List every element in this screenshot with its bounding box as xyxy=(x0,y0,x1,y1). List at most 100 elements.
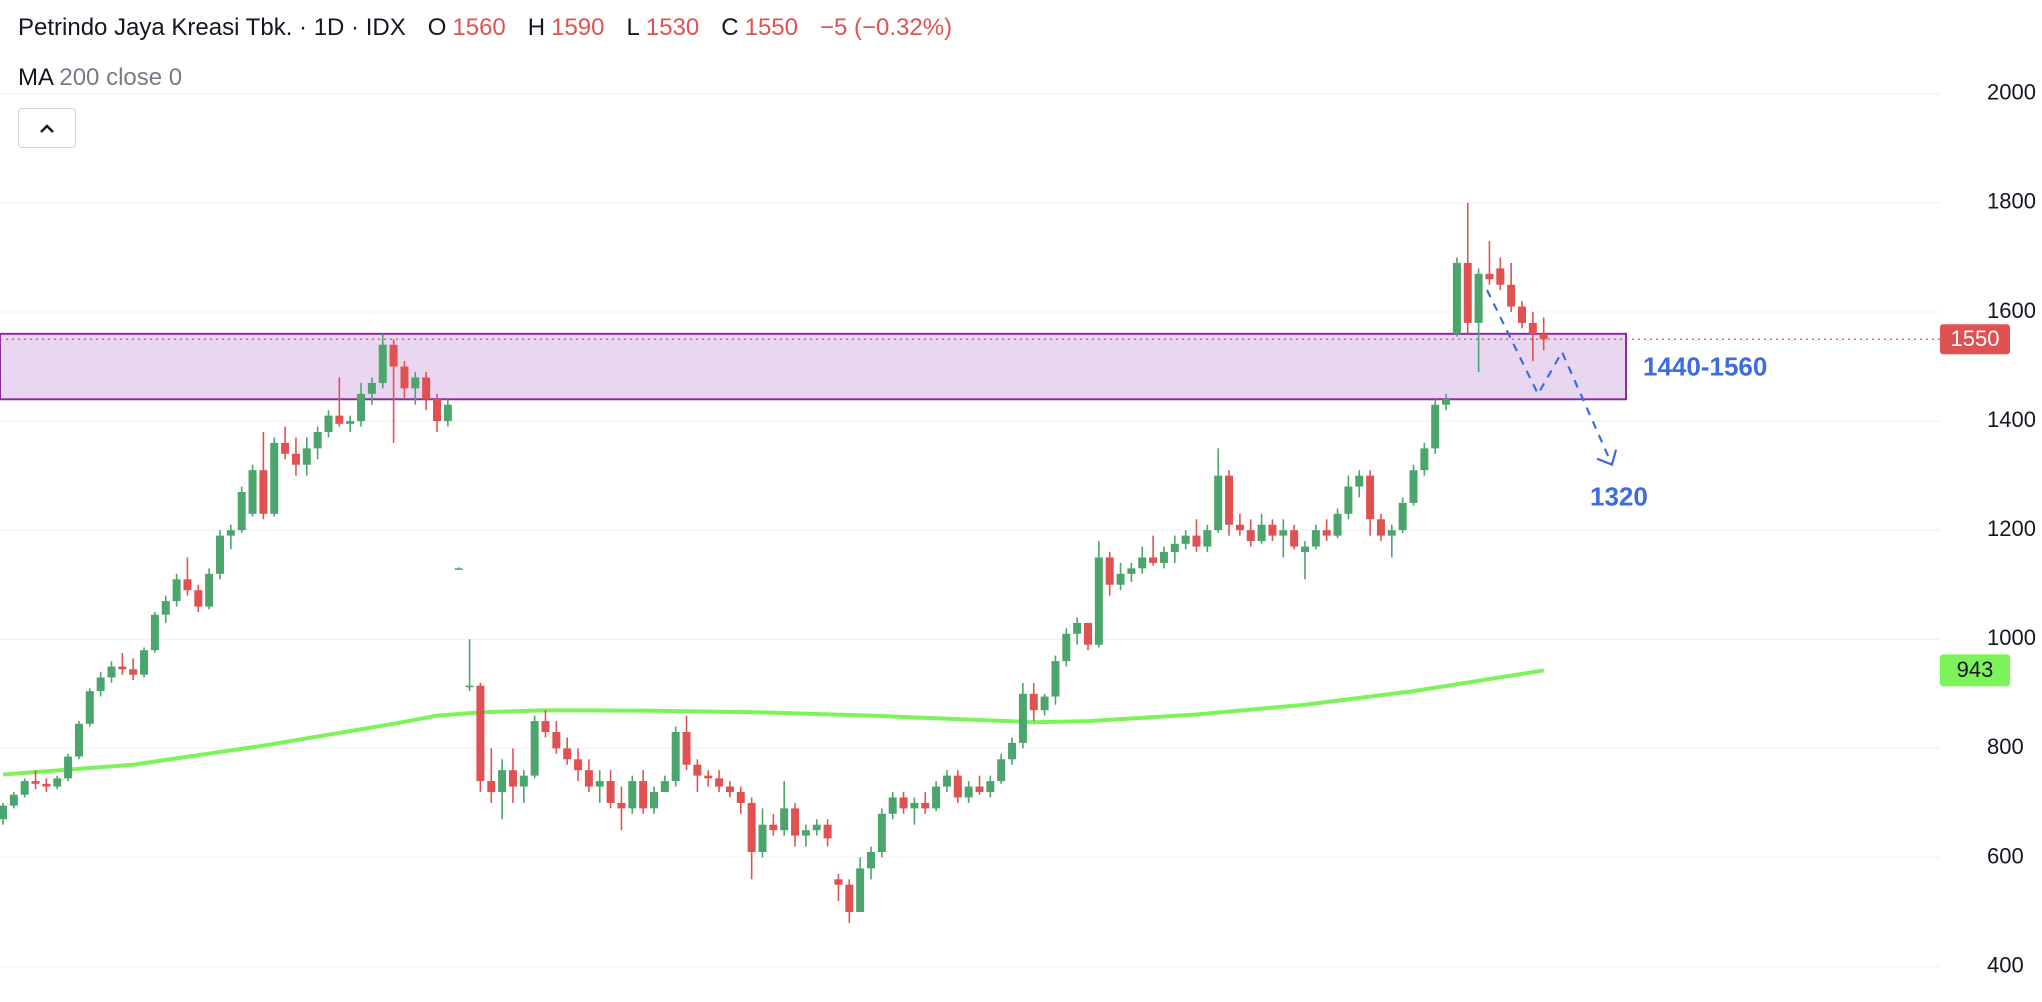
candle-body xyxy=(899,797,908,809)
candle-body xyxy=(715,778,724,787)
candle-body xyxy=(1376,519,1385,536)
candle-body xyxy=(1138,557,1147,569)
candle-body xyxy=(845,884,854,912)
candle-body xyxy=(9,794,18,806)
candle-body xyxy=(1333,513,1342,536)
candle-body xyxy=(291,453,300,465)
candle-body xyxy=(129,669,138,675)
ma-legend: MA 200 close 0 xyxy=(18,64,182,92)
candle-body xyxy=(1507,284,1516,307)
candle-body xyxy=(704,775,713,779)
candle-body xyxy=(0,805,7,820)
candle-body xyxy=(64,756,73,779)
candle-body xyxy=(639,781,648,809)
target-label: 1320 xyxy=(1590,482,1648,512)
candle-body xyxy=(1062,633,1071,662)
candle-body xyxy=(660,781,669,792)
candle-body xyxy=(226,530,235,536)
open-value: 1560 xyxy=(452,14,506,41)
candle-body xyxy=(1008,742,1017,760)
candle-body xyxy=(1409,470,1418,503)
ma-line xyxy=(2,668,1545,777)
chevron-icon xyxy=(40,124,54,133)
candle-body xyxy=(1170,543,1179,552)
ma-price-label: 943 xyxy=(1957,657,1994,682)
ma-price-box xyxy=(1940,654,2010,687)
candle-body xyxy=(1029,693,1038,711)
y-tick-label: 1600 xyxy=(1987,298,2036,323)
candle-body xyxy=(682,732,691,765)
last-price-label: 1550 xyxy=(1951,326,2000,351)
y-tick-label: 600 xyxy=(1987,843,2024,868)
candle-body xyxy=(302,448,311,465)
zone-label: 1440-1560 xyxy=(1643,351,1767,381)
candle-body xyxy=(433,399,441,422)
candle-body xyxy=(530,721,539,776)
ma-params: 200 close 0 xyxy=(59,64,183,91)
zone xyxy=(0,332,1627,401)
candle-body xyxy=(519,775,528,787)
candle-body xyxy=(96,677,105,692)
candle-body xyxy=(1094,557,1103,645)
candle-body xyxy=(1322,530,1331,536)
candle-body xyxy=(237,492,246,531)
candle-body xyxy=(1246,530,1255,542)
candle-body xyxy=(378,344,387,383)
change: −5 (−0.32%) xyxy=(819,14,953,41)
candle-body xyxy=(465,685,474,688)
candle-body xyxy=(725,786,734,792)
candle-body xyxy=(932,786,941,809)
candle-body xyxy=(508,770,517,787)
candle-body xyxy=(693,764,702,776)
candle-body xyxy=(194,590,203,607)
candle-body xyxy=(1203,530,1212,547)
y-tick-label: 1800 xyxy=(1987,189,2036,214)
candle-body xyxy=(1040,696,1049,711)
candle-body xyxy=(1539,333,1548,340)
candle-body xyxy=(801,830,810,836)
candle-body xyxy=(150,614,159,651)
candle-body xyxy=(1192,535,1201,547)
candle-body xyxy=(454,568,463,570)
candle-body xyxy=(1225,475,1234,525)
candle-body xyxy=(1181,535,1190,544)
candle-body xyxy=(574,759,583,771)
candle-body xyxy=(823,824,832,839)
candle-body xyxy=(606,781,615,803)
high-value: 1590 xyxy=(551,14,605,41)
candle-body xyxy=(1420,448,1429,471)
candle-body xyxy=(476,685,485,782)
candle-body xyxy=(1127,568,1136,574)
candle-body xyxy=(20,781,29,795)
candle-body xyxy=(248,470,257,514)
candle-body xyxy=(1485,273,1494,280)
candle-body xyxy=(118,666,127,670)
candle-body xyxy=(411,377,420,389)
candle-body xyxy=(736,792,745,803)
candle-body xyxy=(1431,404,1440,449)
candle-body xyxy=(650,792,658,809)
y-tick-label: 400 xyxy=(1987,952,2024,977)
candle-body xyxy=(1344,486,1353,514)
candle-body xyxy=(1290,530,1299,547)
candle-body xyxy=(584,770,593,787)
candle-body xyxy=(1268,524,1277,536)
candle-body xyxy=(563,748,572,760)
candle-body xyxy=(1105,557,1114,585)
candle-body xyxy=(769,824,778,831)
candle-body xyxy=(281,442,290,454)
high-label: H xyxy=(527,14,546,41)
candle-body xyxy=(1528,322,1537,334)
candle-body xyxy=(1159,552,1168,563)
symbol-title: Petrindo Jaya Kreasi Tbk. · 1D · IDX xyxy=(18,14,406,41)
candle-body xyxy=(791,808,800,836)
collapse-button[interactable] xyxy=(18,108,76,148)
arrow-head xyxy=(1596,449,1618,467)
candle-body xyxy=(1496,268,1505,285)
candle-body xyxy=(671,732,680,782)
candle-body xyxy=(400,366,409,389)
candle-body xyxy=(910,802,919,809)
projection-arrow xyxy=(1486,289,1614,466)
candle-body xyxy=(888,797,897,814)
